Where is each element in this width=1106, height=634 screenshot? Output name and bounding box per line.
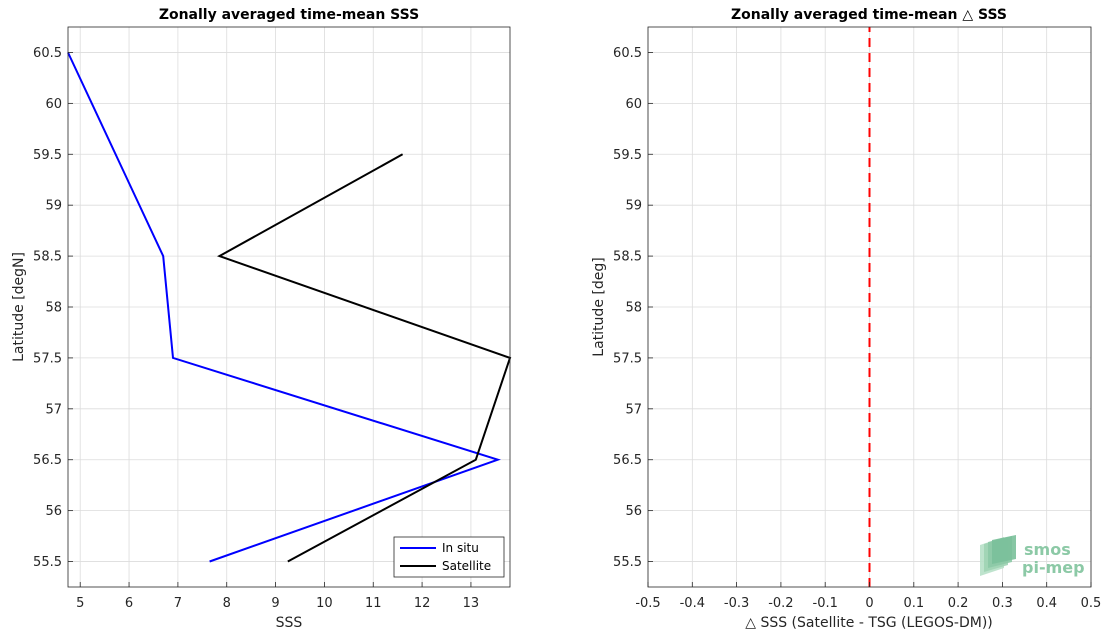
x-tick-label: -0.3 <box>724 596 749 611</box>
y-tick-label: 59.5 <box>33 148 62 163</box>
left-x-ticks: 5 6 7 8 9 10 11 12 13 <box>76 582 479 611</box>
x-tick-label: 10 <box>316 596 333 611</box>
left-subplot: 5 6 7 8 9 10 11 12 13 55.55656.55757.55858.55959… <box>11 7 512 631</box>
right-y-axis-label: Latitude [deg] <box>591 257 607 356</box>
y-tick-label: 60 <box>625 97 642 112</box>
y-tick-label: 57.5 <box>33 351 62 366</box>
x-tick-label: 8 <box>223 596 231 611</box>
logo-layer-4 <box>992 535 1016 564</box>
y-tick-label: 56.5 <box>613 453 642 468</box>
left-chart-title: Zonally averaged time-mean SSS <box>159 7 419 23</box>
right-subplot: -0.5 -0.4 -0.3 -0.2 -0.1 0 0.1 0.2 0.3 0.4 0.5 55.… <box>591 7 1101 631</box>
logo-text-smos: smos <box>1024 540 1071 559</box>
x-tick-label: 13 <box>463 596 480 611</box>
x-tick-label: -0.1 <box>813 596 838 611</box>
legend-box <box>393 536 505 578</box>
x-tick-label: 9 <box>271 596 279 611</box>
y-tick-label: 56 <box>45 504 62 519</box>
x-tick-label: -0.5 <box>635 596 660 611</box>
legend-label-in-situ: In situ <box>442 541 479 555</box>
y-tick-label: 60 <box>45 97 62 112</box>
y-tick-label: 59 <box>625 199 642 214</box>
y-tick-label: 58.5 <box>613 250 642 265</box>
x-tick-label: -0.4 <box>680 596 705 611</box>
x-tick-label: 0.5 <box>1081 596 1102 611</box>
left-x-axis-label: SSS <box>276 615 303 631</box>
y-tick-label: 55.5 <box>613 555 642 570</box>
y-tick-label: 57 <box>625 402 642 417</box>
x-tick-label: -0.2 <box>768 596 793 611</box>
y-tick-label: 58.5 <box>33 250 62 265</box>
x-tick-label: 0.3 <box>992 596 1013 611</box>
y-tick-label: 57.5 <box>613 351 642 366</box>
y-tick-label: 58 <box>45 301 62 316</box>
y-tick-label: 56 <box>625 504 642 519</box>
y-tick-label: 59.5 <box>613 148 642 163</box>
y-tick-label: 55.5 <box>33 555 62 570</box>
legend-label-satellite: Satellite <box>442 559 491 573</box>
logo-text-pi-mep: pi-mep <box>1022 558 1085 577</box>
x-tick-label: 11 <box>365 596 382 611</box>
smos-pi-mep-logo: smos pi-mep <box>980 535 1085 577</box>
y-tick-label: 57 <box>45 402 62 417</box>
x-tick-label: 0 <box>865 596 873 611</box>
x-tick-label: 12 <box>414 596 431 611</box>
series-line-in-situ <box>67 52 501 563</box>
x-tick-label: 0.1 <box>903 596 924 611</box>
x-tick-label: 5 <box>76 596 84 611</box>
x-tick-label: 7 <box>174 596 182 611</box>
right-x-axis-label: △ SSS (Satellite - TSG (LEGOS-DM)) <box>745 615 993 631</box>
right-y-ticks: 55.5 56 56.5 57 57.5 58 58.5 59 59.5 60 60.5 <box>613 46 653 570</box>
legend: In situ Satellite <box>393 536 505 578</box>
y-tick-label: 58 <box>625 301 642 316</box>
x-tick-label: 0.2 <box>948 596 969 611</box>
y-tick-label: 60.5 <box>613 46 642 61</box>
left-y-ticks: 55.5 56 56.5 57 57.5 58 58.5 59 59.5 60 60.5 <box>33 46 73 570</box>
right-x-ticks: -0.5 -0.4 -0.3 -0.2 -0.1 0 0.1 0.2 0.3 0.4 0.5 <box>635 582 1101 611</box>
x-tick-label: 6 <box>125 596 133 611</box>
y-tick-label: 59 <box>45 199 62 214</box>
x-tick-label: 0.4 <box>1036 596 1057 611</box>
y-tick-label: 60.5 <box>33 46 62 61</box>
right-chart-title: Zonally averaged time-mean △ SSS <box>731 7 1007 23</box>
y-tick-label: 56.5 <box>33 453 62 468</box>
left-y-axis-label: Latitude [degN] <box>11 252 27 362</box>
